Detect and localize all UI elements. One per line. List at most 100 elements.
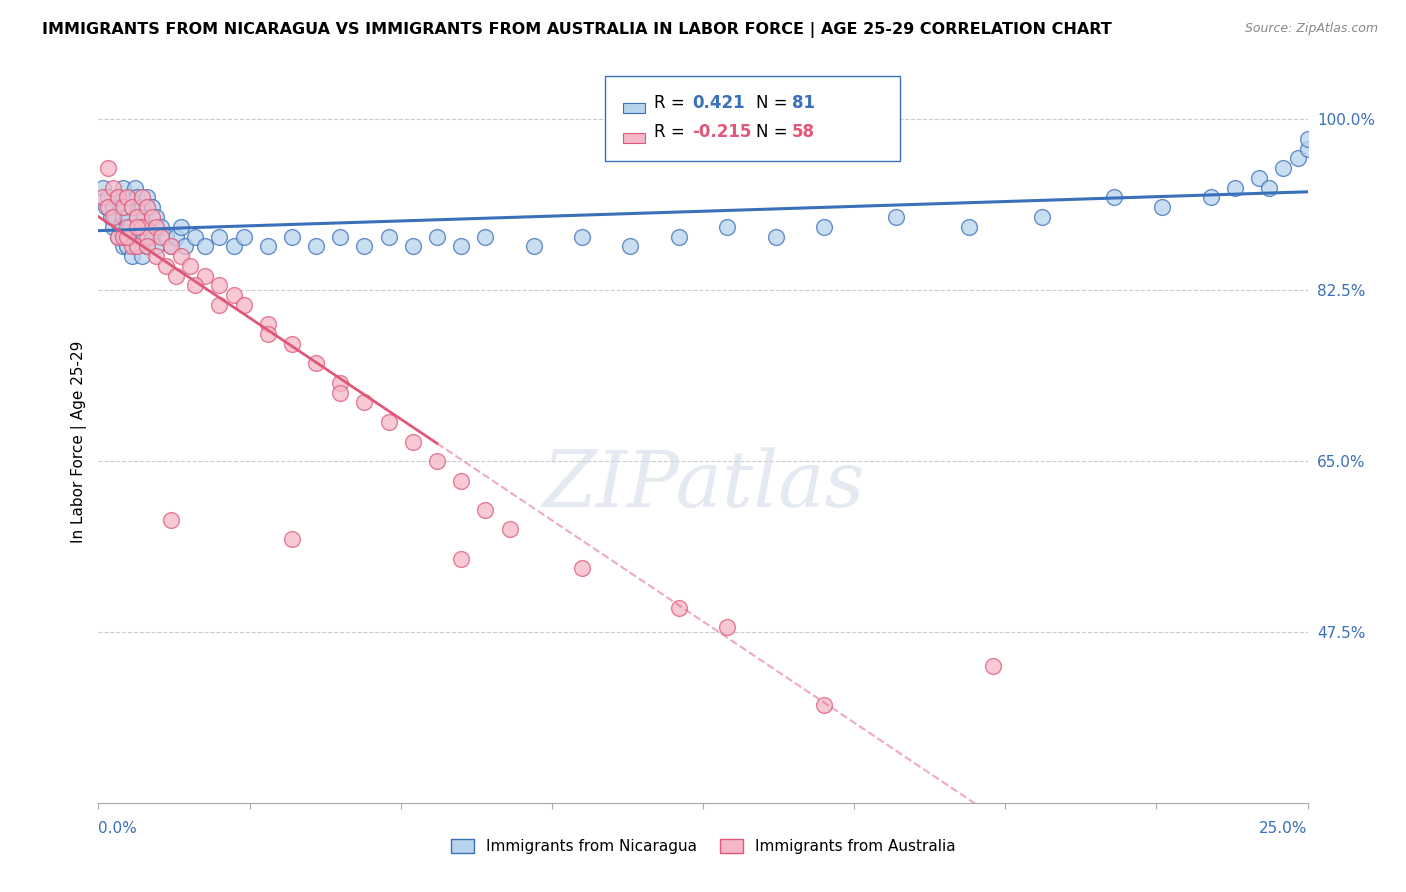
Point [117, 229, 139, 244]
Point [426, 454, 449, 468]
Text: N =: N = [756, 123, 793, 141]
Point [160, 513, 183, 527]
Point [281, 532, 304, 546]
Point [155, 229, 177, 244]
Point [886, 210, 908, 224]
Point [127, 190, 149, 204]
Point [121, 200, 143, 214]
Text: 81: 81 [792, 94, 814, 112]
Point [107, 229, 129, 244]
Point [194, 239, 217, 253]
Point [222, 288, 245, 302]
Point [121, 239, 143, 253]
Point [118, 190, 141, 204]
Point [256, 327, 278, 342]
Point [131, 200, 153, 214]
Point [232, 298, 254, 312]
Point [108, 200, 131, 214]
Point [135, 219, 157, 234]
Point [135, 239, 157, 253]
Point [117, 219, 139, 234]
Point [141, 229, 163, 244]
Point [523, 239, 546, 253]
Point [813, 698, 835, 713]
Point [184, 278, 207, 293]
Point [117, 190, 139, 204]
Point [498, 523, 520, 537]
Point [124, 180, 146, 194]
Point [305, 356, 328, 370]
Text: N =: N = [756, 94, 793, 112]
Point [305, 239, 328, 253]
Point [450, 239, 472, 253]
Point [1286, 152, 1309, 166]
Text: 58: 58 [792, 123, 814, 141]
Point [107, 229, 129, 244]
Point [94, 200, 117, 214]
Point [128, 229, 150, 244]
Point [121, 200, 143, 214]
Point [121, 249, 143, 263]
Point [716, 219, 738, 234]
Point [194, 268, 217, 283]
Text: 0.421: 0.421 [692, 94, 744, 112]
Point [256, 318, 278, 332]
Point [107, 190, 129, 204]
Point [232, 229, 254, 244]
Point [208, 298, 231, 312]
Point [111, 210, 134, 224]
Point [1272, 161, 1295, 176]
Point [150, 219, 173, 234]
Point [208, 278, 231, 293]
Legend: Immigrants from Nicaragua, Immigrants from Australia: Immigrants from Nicaragua, Immigrants fr… [444, 832, 962, 860]
Point [107, 190, 129, 204]
Point [134, 229, 156, 244]
Point [131, 219, 153, 234]
Point [118, 219, 141, 234]
Point [281, 337, 304, 351]
Point [127, 210, 149, 224]
Point [668, 229, 690, 244]
Point [222, 239, 245, 253]
Point [668, 600, 690, 615]
Point [131, 190, 153, 204]
Point [160, 239, 183, 253]
Point [765, 229, 787, 244]
Point [128, 219, 150, 234]
Point [134, 210, 156, 224]
Point [256, 239, 278, 253]
Point [101, 180, 124, 194]
Point [571, 229, 593, 244]
Point [111, 229, 134, 244]
Point [108, 219, 131, 234]
Point [91, 180, 114, 194]
Point [981, 659, 1004, 673]
Point [150, 229, 173, 244]
Text: ZIPatlas: ZIPatlas [541, 447, 865, 523]
Point [813, 219, 835, 234]
Point [141, 210, 163, 224]
Text: IMMIGRANTS FROM NICARAGUA VS IMMIGRANTS FROM AUSTRALIA IN LABOR FORCE | AGE 25-2: IMMIGRANTS FROM NICARAGUA VS IMMIGRANTS … [42, 22, 1112, 38]
Point [1031, 210, 1053, 224]
Point [111, 200, 134, 214]
Point [174, 239, 197, 253]
Point [165, 229, 187, 244]
Point [165, 268, 187, 283]
Point [127, 210, 149, 224]
Point [127, 219, 149, 234]
Point [97, 190, 120, 204]
Point [1257, 180, 1279, 194]
Point [101, 200, 124, 214]
Point [353, 395, 375, 409]
Point [145, 210, 167, 224]
Point [184, 229, 207, 244]
Text: -0.215: -0.215 [692, 123, 751, 141]
Point [571, 561, 593, 575]
Point [329, 229, 352, 244]
Point [104, 210, 127, 224]
Point [1296, 132, 1319, 146]
Point [208, 229, 231, 244]
Point [114, 200, 136, 214]
Point [145, 239, 167, 253]
Text: Source: ZipAtlas.com: Source: ZipAtlas.com [1244, 22, 1378, 36]
